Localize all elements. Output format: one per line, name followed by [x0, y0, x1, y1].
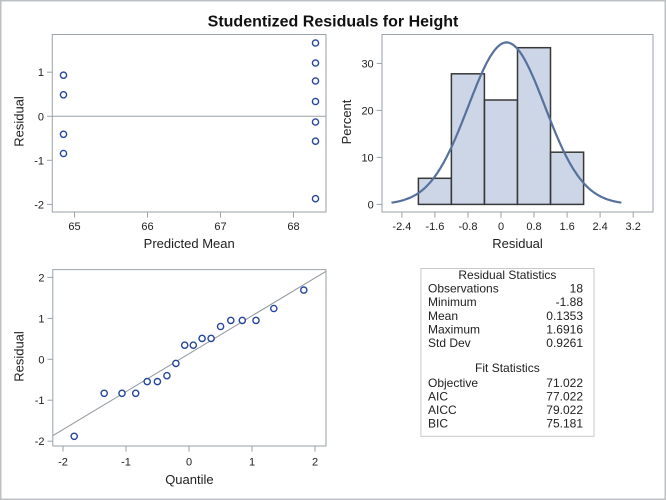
svg-text:Residual: Residual: [12, 96, 27, 147]
svg-text:66: 66: [141, 221, 153, 233]
svg-text:0: 0: [38, 111, 44, 123]
svg-text:-1.88: -1.88: [556, 295, 584, 309]
svg-text:-2: -2: [34, 199, 44, 211]
svg-text:0: 0: [368, 199, 374, 211]
svg-text:1: 1: [38, 313, 44, 325]
svg-text:-2: -2: [35, 436, 45, 448]
svg-text:Residual: Residual: [492, 236, 543, 251]
svg-text:AICC: AICC: [428, 403, 457, 417]
svg-text:-1.6: -1.6: [425, 221, 444, 233]
svg-text:Minimum: Minimum: [428, 295, 477, 309]
svg-text:Maximum: Maximum: [428, 322, 480, 336]
svg-text:Objective: Objective: [428, 376, 478, 390]
svg-text:Predicted Mean: Predicted Mean: [144, 236, 235, 251]
svg-text:75.181: 75.181: [546, 417, 583, 431]
svg-text:0.8: 0.8: [526, 221, 541, 233]
svg-text:0.9261: 0.9261: [546, 336, 583, 350]
svg-text:1: 1: [38, 67, 44, 79]
svg-text:10: 10: [361, 152, 373, 164]
svg-text:Studentized Residuals for Heig: Studentized Residuals for Height: [208, 13, 459, 30]
svg-text:0: 0: [498, 221, 504, 233]
svg-text:-0.8: -0.8: [459, 221, 478, 233]
svg-text:2: 2: [38, 272, 44, 284]
svg-text:Percent: Percent: [339, 99, 354, 144]
svg-text:79.022: 79.022: [546, 403, 583, 417]
svg-text:30: 30: [361, 58, 373, 70]
svg-text:1.6: 1.6: [559, 221, 574, 233]
svg-text:Quantile: Quantile: [165, 472, 213, 487]
svg-text:AIC: AIC: [428, 389, 448, 403]
svg-text:-2: -2: [58, 457, 68, 469]
svg-text:Residual Statistics: Residual Statistics: [458, 268, 556, 282]
svg-text:20: 20: [361, 105, 373, 117]
svg-text:77.022: 77.022: [546, 389, 583, 403]
svg-text:2: 2: [312, 457, 318, 469]
svg-text:1.6916: 1.6916: [546, 322, 583, 336]
svg-text:-1: -1: [34, 155, 44, 167]
svg-text:0: 0: [38, 354, 44, 366]
svg-text:Mean: Mean: [428, 309, 458, 323]
svg-text:0.1353: 0.1353: [546, 309, 583, 323]
svg-text:18: 18: [570, 282, 584, 296]
svg-text:67: 67: [214, 221, 226, 233]
svg-text:3.2: 3.2: [626, 221, 641, 233]
svg-text:71.022: 71.022: [546, 376, 583, 390]
svg-text:BIC: BIC: [428, 417, 448, 431]
svg-text:65: 65: [68, 221, 80, 233]
svg-text:Fit Statistics: Fit Statistics: [475, 361, 540, 375]
svg-text:-2.4: -2.4: [392, 221, 411, 233]
svg-text:Observations: Observations: [428, 282, 499, 296]
svg-text:1: 1: [249, 457, 255, 469]
svg-text:-1: -1: [121, 457, 131, 469]
svg-text:68: 68: [287, 221, 299, 233]
svg-text:Residual: Residual: [12, 331, 27, 382]
svg-text:-1: -1: [35, 395, 45, 407]
svg-text:2.4: 2.4: [592, 221, 607, 233]
svg-text:Std Dev: Std Dev: [428, 336, 471, 350]
svg-text:0: 0: [186, 457, 192, 469]
